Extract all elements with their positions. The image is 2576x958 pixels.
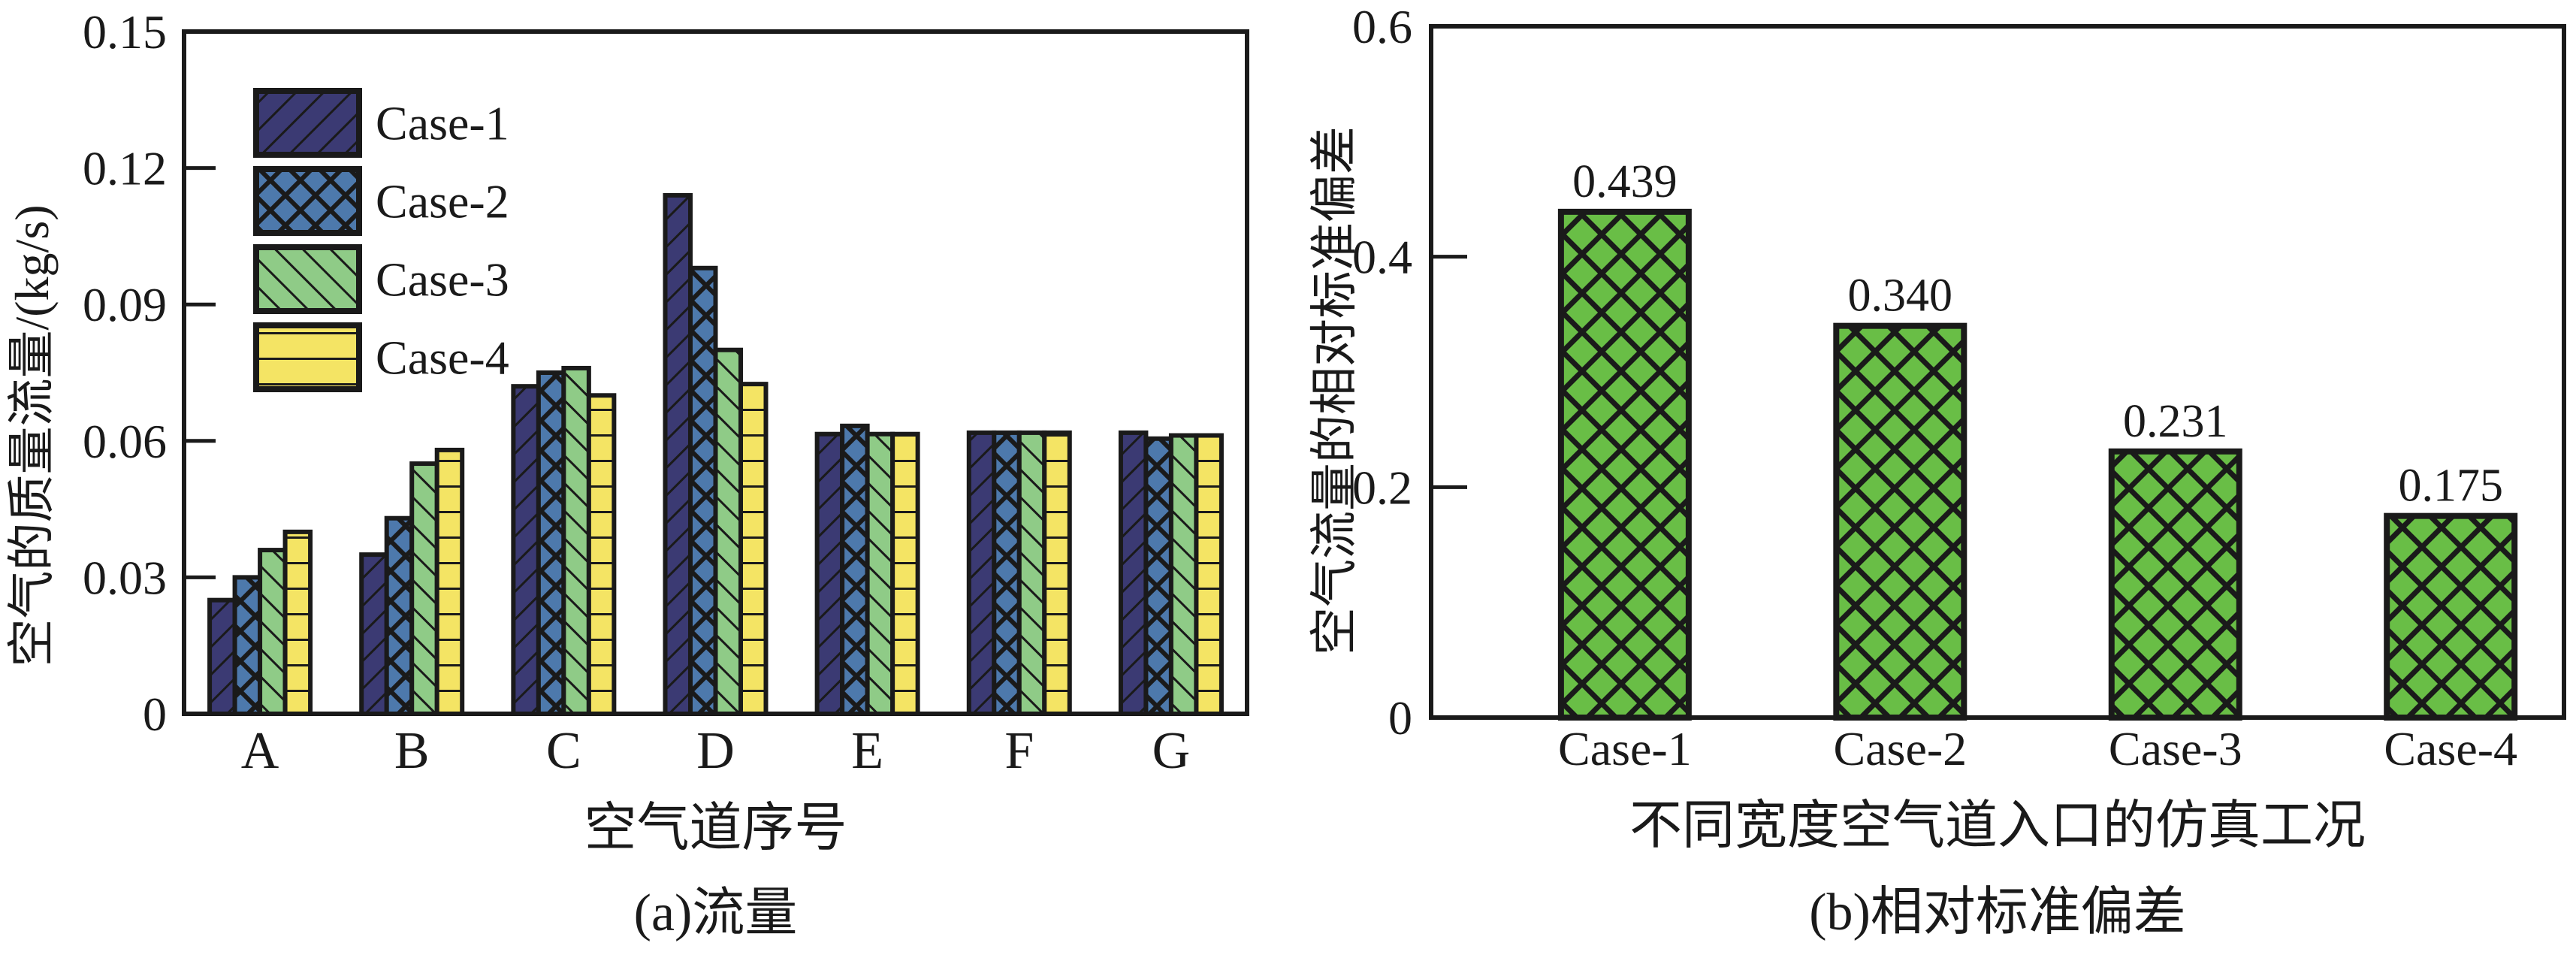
panel-a-flow-chart: 0 0.03 0.06 0.09 0.12 0.15 A B C D E F G 空气的质量流量/(kg/…: [5, 5, 1249, 942]
bar-G-Case-3: [1168, 433, 1199, 716]
bar-A-Case-1: [207, 597, 237, 717]
panel-b-caption: (b)相对标准偏差: [1809, 884, 2186, 941]
panel-a-xtick-label-A: A: [241, 722, 279, 780]
legend-swatch-Case-2: [253, 166, 362, 236]
bar-B-Case-2: [384, 515, 415, 716]
panel-b-xtick-label-Case-3: Case-3: [2109, 722, 2242, 775]
bar-Case-4: [2384, 512, 2518, 721]
legend-label-Case-1: Case-1: [376, 97, 509, 150]
bar-D-Case-1: [663, 192, 693, 717]
panel-a-ytick-label: 0: [143, 688, 167, 741]
bar-G-Case-2: [1143, 436, 1173, 716]
panel-a-ylabel: 空气的质量流量/(kg/s): [5, 204, 59, 666]
bar-value-label-Case-1: 0.439: [1572, 156, 1678, 207]
bar-G-Case-1: [1118, 430, 1149, 716]
bar-G-Case-4: [1194, 433, 1224, 716]
bar-value-label-Case-2: 0.340: [1848, 270, 1953, 322]
bar-C-Case-4: [586, 393, 617, 716]
panel-b-ylabel: 空气流量的相对标准偏差: [1308, 126, 1361, 655]
panel-a-xtick-label-F: F: [1004, 722, 1034, 780]
panel-b-ytick-label: 0.6: [1352, 0, 1412, 53]
bar-Case-3: [2108, 448, 2242, 721]
legend-label-Case-2: Case-2: [376, 175, 509, 228]
panel-b-frame: [1429, 24, 2566, 720]
bar-A-Case-2: [232, 575, 263, 717]
bar-F-Case-1: [966, 430, 997, 716]
panel-a-xtick-label-B: B: [394, 722, 430, 780]
bar-E-Case-4: [890, 431, 920, 716]
panel-a-ytick-label: 0.15: [83, 5, 167, 59]
bar-C-Case-1: [511, 384, 541, 716]
bar-E-Case-2: [840, 423, 870, 716]
bar-E-Case-1: [814, 431, 845, 716]
panel-a-xtick-label-G: G: [1152, 722, 1191, 780]
bar-C-Case-2: [536, 370, 566, 716]
bar-F-Case-3: [1016, 430, 1047, 716]
bar-A-Case-4: [282, 529, 313, 716]
panel-b-ytick-label: 0: [1388, 691, 1412, 745]
legend-label-Case-3: Case-3: [376, 253, 509, 307]
panel-a-xtick-label-C: C: [546, 722, 581, 780]
bar-D-Case-3: [713, 347, 743, 716]
bar-D-Case-4: [738, 382, 769, 716]
panel-a-ytick-label: 0.06: [83, 415, 167, 468]
bar-D-Case-2: [688, 265, 718, 717]
panel-a-ytick-label: 0.09: [83, 278, 167, 331]
bar-B-Case-1: [359, 552, 389, 717]
bar-Case-1: [1557, 208, 1692, 721]
panel-b-xtick-label-Case-1: Case-1: [1558, 722, 1692, 775]
panel-a-legend: Case-1 Case-2 Case-3 Case-4: [253, 88, 509, 392]
bar-F-Case-2: [992, 430, 1022, 716]
bar-value-label-Case-3: 0.231: [2123, 396, 2228, 447]
panel-b-xlabel: 不同宽度空气道入口的仿真工况: [1629, 797, 2366, 855]
panel-a-frame: [182, 29, 1249, 716]
bar-A-Case-3: [258, 548, 288, 717]
bar-E-Case-3: [865, 431, 895, 716]
panel-a-ytick-label: 0.03: [83, 551, 167, 604]
bar-B-Case-4: [434, 447, 465, 716]
panel-b-xtick-label-Case-4: Case-4: [2384, 722, 2517, 775]
panel-b-ytick-label: 0.2: [1352, 461, 1412, 514]
panel-b-xtick-label-Case-2: Case-2: [1833, 722, 1967, 775]
bar-F-Case-4: [1042, 430, 1072, 716]
legend-swatch-Case-3: [253, 244, 362, 314]
bar-value-label-Case-4: 0.175: [2398, 461, 2503, 512]
legend-swatch-Case-1: [253, 88, 362, 158]
panel-a-ytick-label: 0.12: [83, 142, 167, 195]
panel-a-xtick-label-D: D: [696, 722, 735, 780]
panel-b-ytick-label: 0.4: [1352, 231, 1412, 284]
legend-label-Case-4: Case-4: [376, 331, 509, 385]
panel-a-xtick-label-E: E: [851, 722, 883, 780]
bar-Case-2: [1833, 322, 1967, 721]
panel-a-caption: (a)流量: [634, 884, 798, 942]
bar-B-Case-3: [409, 461, 439, 716]
panel-b-rsd-chart: 0.439 Case-1 0.340 Case-2 0.231 Case-3 0.175 Ca…: [1308, 0, 2566, 941]
bar-C-Case-3: [561, 365, 591, 716]
legend-swatch-Case-4: [253, 322, 362, 392]
panel-a-xlabel: 空气道序号: [584, 799, 847, 857]
